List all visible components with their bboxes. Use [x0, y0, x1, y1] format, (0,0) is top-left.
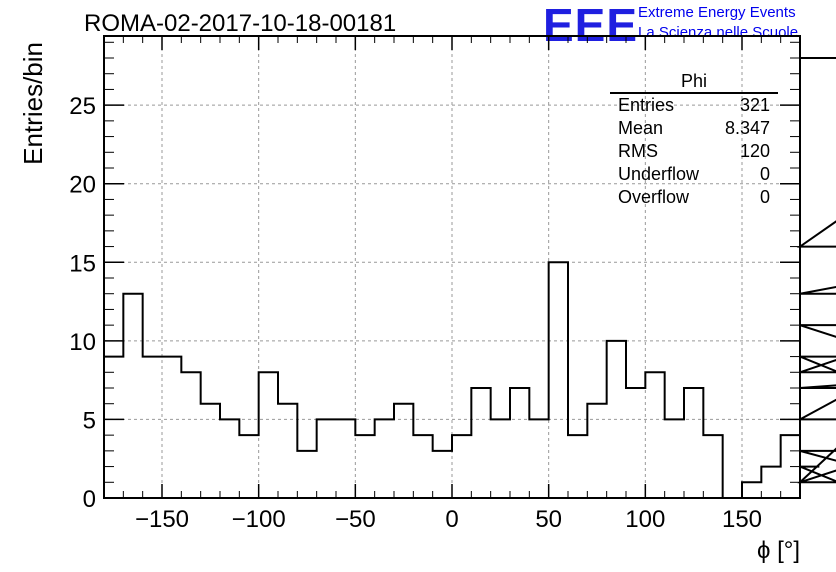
stats-label: Mean: [618, 118, 664, 138]
x-tick-label: 150: [722, 506, 762, 533]
stats-value: 8.347: [724, 118, 770, 138]
eee-logo: EEE: [543, 0, 639, 51]
plot-frame: [103, 35, 801, 499]
y-tick-label: 25: [69, 93, 96, 120]
stats-label: Overflow: [618, 187, 690, 207]
tagline-line-1: Extreme Energy Events: [638, 4, 796, 21]
x-axis-label: ϕ [°]: [757, 537, 800, 564]
stats-value: 0: [759, 164, 770, 184]
stats-row-underflow: Underflow 0: [610, 163, 778, 186]
stats-row-mean: Mean 8.347: [610, 117, 778, 140]
stats-box-title: Phi: [610, 70, 778, 94]
stats-row-overflow: Overflow 0: [610, 186, 778, 209]
x-tick-label: −50: [335, 506, 376, 533]
x-tick-label: 50: [535, 506, 562, 533]
stats-value: 0: [759, 187, 770, 207]
stats-value: 321: [739, 95, 770, 115]
x-tick-label: 0: [445, 506, 458, 533]
axis-ticks: [103, 36, 801, 499]
axis-tick-labels: −150 −100 −50 0 50 100 150 0 5 10 15 20 25: [69, 93, 762, 533]
y-tick-label: 5: [83, 407, 96, 434]
stats-label: RMS: [618, 141, 658, 161]
stats-row-entries: Entries 321: [610, 94, 778, 117]
x-tick-label: 100: [625, 506, 665, 533]
y-tick-label: 20: [69, 172, 96, 199]
y-tick-label: 15: [69, 250, 96, 277]
x-tick-label: −150: [135, 506, 189, 533]
x-tick-label: −100: [232, 506, 286, 533]
stats-box: Phi Entries 321 Mean 8.347 RMS 120 Underflow 0 O…: [610, 70, 778, 209]
y-tick-label: 10: [69, 329, 96, 356]
stats-value: 120: [739, 141, 770, 161]
y-tick-label: 0: [83, 486, 96, 513]
stats-label: Entries: [618, 95, 675, 115]
y-axis-label: Entries/bin: [18, 42, 48, 165]
stats-row-rms: RMS 120: [610, 140, 778, 163]
chart-title: ROMA-02-2017-10-18-00181: [84, 10, 397, 37]
histogram-line: [104, 57, 836, 499]
stats-label: Underflow: [618, 164, 700, 184]
